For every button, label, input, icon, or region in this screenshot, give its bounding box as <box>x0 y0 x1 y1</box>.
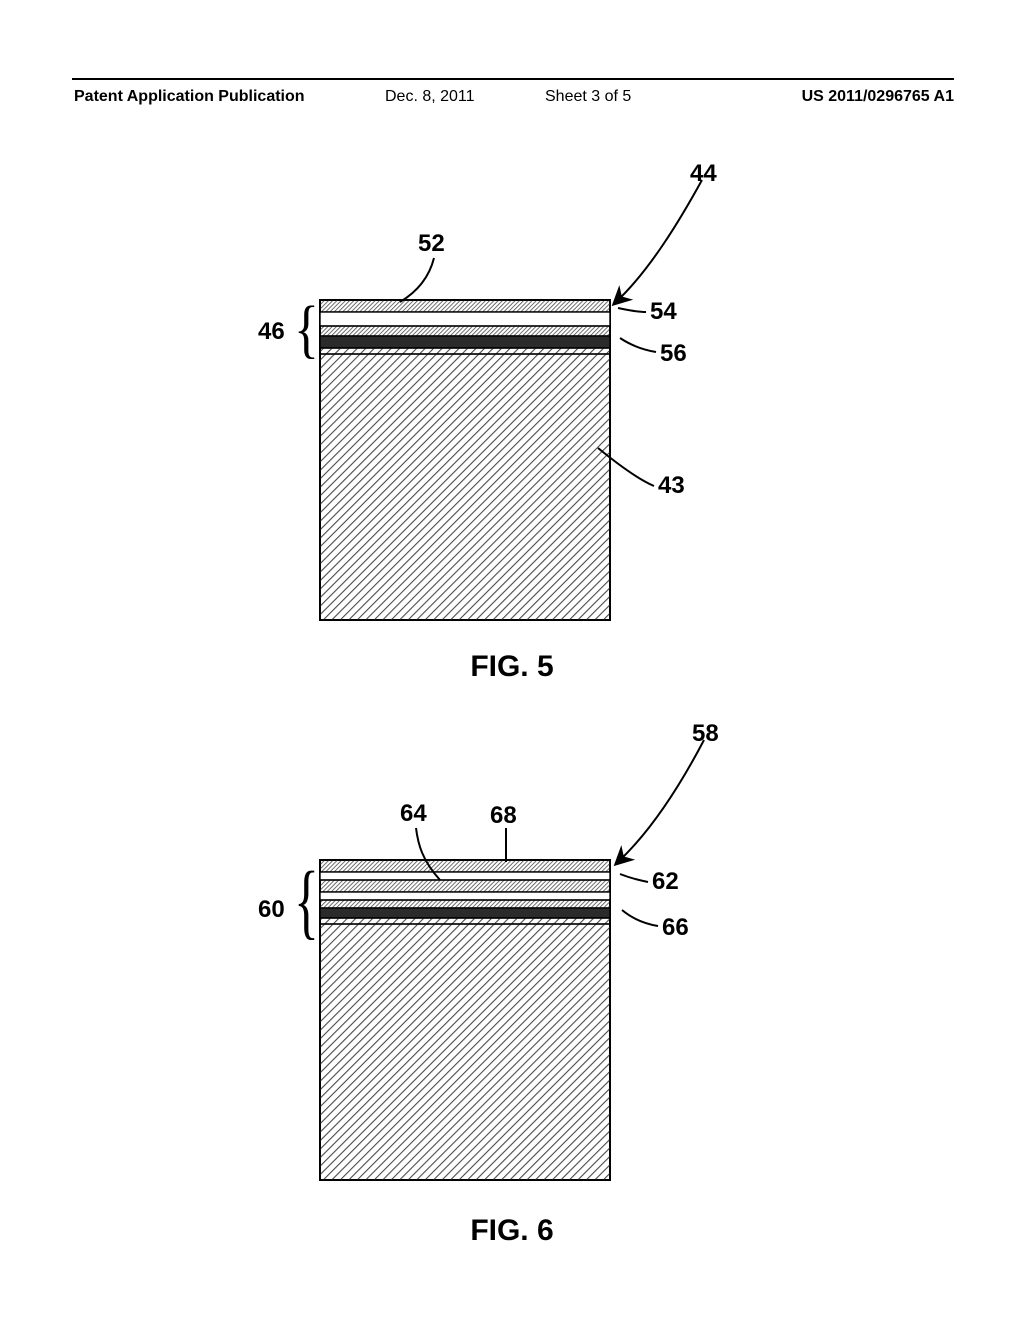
layer-thin-line <box>320 918 610 924</box>
lead-52 <box>400 258 434 302</box>
label-58: 58 <box>692 720 719 748</box>
header-pub-number: US 2011/0296765 A1 <box>802 88 954 106</box>
figure-6-svg <box>0 710 1024 1270</box>
label-62: 62 <box>652 868 679 896</box>
layer-body <box>320 924 610 1180</box>
lead-56 <box>620 338 656 352</box>
label-56: 56 <box>660 340 687 368</box>
label-66: 66 <box>662 914 689 942</box>
label-44: 44 <box>690 160 717 188</box>
layer-thin-hatch <box>320 900 610 908</box>
layer-white-gap <box>320 312 610 326</box>
header-date: Dec. 8, 2011 <box>385 88 475 106</box>
label-54: 54 <box>650 298 677 326</box>
layer-dark-band <box>320 336 610 348</box>
layer-white-gap-a <box>320 872 610 880</box>
layer-thin-line <box>320 348 610 354</box>
label-68: 68 <box>490 802 517 830</box>
header-rule <box>72 78 954 80</box>
layer-top-hatch <box>320 860 610 872</box>
layer-white-gap-b <box>320 892 610 900</box>
layer-thin-hatch <box>320 326 610 336</box>
figure-5: 44 52 54 56 46 43 { <box>0 150 1024 710</box>
label-64: 64 <box>400 800 427 828</box>
lead-54 <box>618 308 646 312</box>
label-60: 60 <box>258 896 285 924</box>
label-43: 43 <box>658 472 685 500</box>
lead-44 <box>616 180 702 302</box>
figure-5-caption: FIG. 5 <box>0 650 1024 684</box>
label-52: 52 <box>418 230 445 258</box>
header-publication-type: Patent Application Publication <box>74 88 305 106</box>
fig5-brace: { <box>294 298 319 363</box>
page: Patent Application Publication Dec. 8, 2… <box>0 0 1024 1320</box>
layer-dark-band <box>320 908 610 918</box>
layer-mid-hatch <box>320 880 610 892</box>
lead-62 <box>620 874 648 882</box>
figure-6: 58 64 68 62 60 66 { <box>0 710 1024 1270</box>
label-46: 46 <box>258 318 285 346</box>
fig6-brace: { <box>294 862 319 945</box>
layer-body <box>320 354 610 620</box>
lead-58 <box>618 740 704 862</box>
figure-5-svg <box>0 150 1024 710</box>
header-sheet: Sheet 3 of 5 <box>545 88 631 106</box>
lead-66 <box>622 910 658 926</box>
layer-top-hatch <box>320 300 610 312</box>
figure-6-caption: FIG. 6 <box>0 1214 1024 1248</box>
